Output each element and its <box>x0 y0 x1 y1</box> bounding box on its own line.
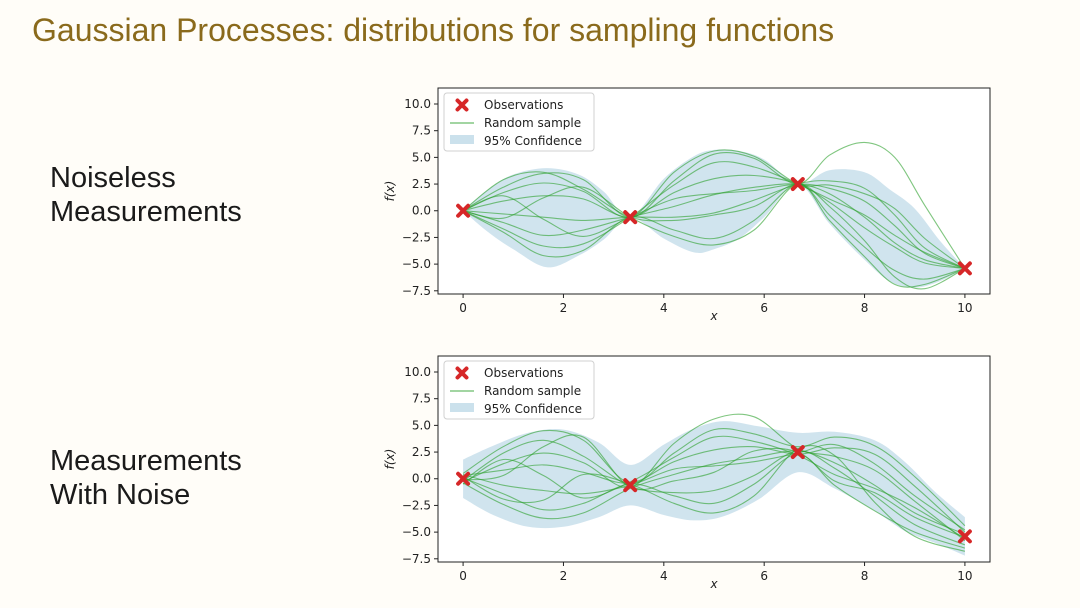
noiseless-legend-label-3: 95% Confidence <box>484 134 582 148</box>
noiseless-xtick-label: 0 <box>459 301 467 315</box>
noisy-random-sample-9 <box>462 445 966 552</box>
noisy-observation-marker-2 <box>623 478 638 493</box>
noisy-ytick-label: −7.5 <box>402 552 431 566</box>
noisy-legend-label-2: Random sample <box>484 384 581 398</box>
noisy-ytick-label: 2.5 <box>412 445 431 459</box>
noiseless-random-sample-6 <box>463 180 966 269</box>
slide-title: Gaussian Processes: distributions for sa… <box>32 12 835 48</box>
noisy-random-sample-1 <box>462 427 966 527</box>
noisy-random-sample-6 <box>462 439 966 546</box>
noisy-label-line2: With Noise <box>50 479 191 511</box>
noiseless-random-sample-10 <box>462 183 966 288</box>
noisy-gp-chart: −7.5 −5.0 −2.5 0.0 2.5 5.0 7.5 10.0 0 2 4 6 8 10 f(x) x… <box>383 355 991 591</box>
noisy-random-sample-2 <box>462 413 966 542</box>
noiseless-label-line2: Measurements <box>50 196 242 228</box>
noiseless-legend-box <box>443 92 595 152</box>
noisy-legend-label-1: Observations <box>484 366 563 380</box>
noiseless-observation-marker-1 <box>456 203 471 218</box>
noiseless-legend-label-1: Observations <box>484 98 563 112</box>
noiseless-label-line1: Noiseless <box>50 162 176 194</box>
noiseless-gp-chart: −7.5 −5.0 −2.5 0.0 2.5 5.0 7.5 10.0 0 2 4 6 8 10 f(x) x… <box>383 87 991 323</box>
noiseless-observation-marker-4 <box>957 261 972 276</box>
noiseless-ytick-label: 7.5 <box>412 124 431 138</box>
noiseless-ytick-label: 2.5 <box>412 177 431 191</box>
noiseless-xtick-label: 2 <box>560 301 568 315</box>
noiseless-legend-label-2: Random sample <box>484 116 581 130</box>
noisy-ytick-label: −2.5 <box>402 498 431 512</box>
noisy-legend-confidence-icon <box>450 403 474 412</box>
noiseless-random-sample-9 <box>462 183 966 269</box>
noisy-observation-marker-3 <box>790 445 805 460</box>
noisy-legend: Observations Random sample 95% Confidence <box>443 360 595 420</box>
noisy-ylabel: f(x) <box>383 449 397 470</box>
noisy-legend-observation-icon <box>455 366 469 380</box>
noisy-xtick-label: 0 <box>459 569 467 583</box>
noisy-axes-frame <box>437 355 991 563</box>
noiseless-legend-observation-icon <box>455 98 469 112</box>
noisy-xtick-label: 10 <box>957 569 972 583</box>
noiseless-xlabel: x <box>709 309 718 323</box>
noiseless-ytick-label: −7.5 <box>402 284 431 298</box>
noisy-legend-label-3: 95% Confidence <box>484 402 582 416</box>
noisy-observation-marker-1 <box>456 471 471 486</box>
noiseless-observation-marker-2 <box>623 210 638 225</box>
noisy-xlabel: x <box>709 577 718 591</box>
noisy-xtick-label: 8 <box>861 569 869 583</box>
noiseless-xtick-label: 8 <box>861 301 869 315</box>
noiseless-legend: Observations Random sample 95% Confidence <box>443 92 595 152</box>
noiseless-ytick-label: −5.0 <box>402 257 431 271</box>
noiseless-random-sample-2 <box>462 149 966 269</box>
noiseless-random-sample-7 <box>462 171 966 290</box>
noisy-ytick-label: 5.0 <box>412 418 431 432</box>
noisy-ytick-label: 0.0 <box>412 472 431 486</box>
noisy-ytick-label: 10.0 <box>404 365 431 379</box>
noisy-xtick-label: 4 <box>660 569 668 583</box>
noisy-xtick-label: 6 <box>760 569 768 583</box>
noisy-random-sample-5 <box>463 445 966 533</box>
noiseless-legend-confidence-icon <box>450 135 474 144</box>
noiseless-ytick-label: 10.0 <box>404 97 431 111</box>
noisy-label: Measurements With Noise <box>50 444 242 512</box>
noisy-random-sample-7 <box>462 443 966 531</box>
noisy-xtick-label: 2 <box>560 569 568 583</box>
noiseless-random-sample-3 <box>462 174 965 269</box>
noiseless-xtick-label: 4 <box>660 301 668 315</box>
noisy-random-sample-10 <box>463 434 966 539</box>
noisy-ytick-label: −5.0 <box>402 525 431 539</box>
noiseless-random-sample-4 <box>462 183 966 269</box>
noisy-ytick-label: 7.5 <box>412 392 431 406</box>
noisy-legend-box <box>443 360 595 420</box>
noiseless-ylabel: f(x) <box>383 181 397 202</box>
noisy-observation-marker-4 <box>957 529 972 544</box>
noisy-confidence-band <box>463 421 965 556</box>
noiseless-ytick-label: 5.0 <box>412 150 431 164</box>
noiseless-xtick-label: 6 <box>760 301 768 315</box>
noiseless-ytick-label: 0.0 <box>412 204 431 218</box>
noiseless-random-sample-5 <box>462 183 966 280</box>
noisy-random-sample-8 <box>462 435 966 539</box>
noiseless-ytick-label: −2.5 <box>402 230 431 244</box>
noiseless-confidence-band <box>463 149 965 288</box>
noiseless-observation-marker-3 <box>790 177 805 192</box>
noisy-random-sample-4 <box>462 450 966 535</box>
noiseless-axes-frame <box>437 87 991 295</box>
noisy-random-sample-3 <box>462 453 966 549</box>
noisy-label-line1: Measurements <box>50 445 242 477</box>
noiseless-label: Noiseless Measurements <box>50 161 242 229</box>
noiseless-random-sample-8 <box>462 161 966 269</box>
noiseless-xtick-label: 10 <box>957 301 972 315</box>
